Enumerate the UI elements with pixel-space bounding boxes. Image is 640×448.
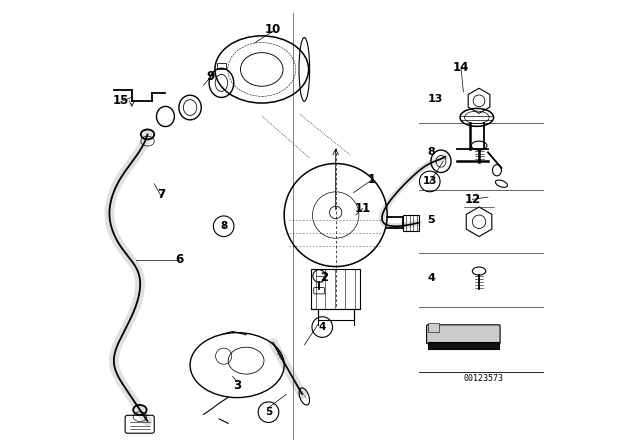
- FancyBboxPatch shape: [427, 325, 500, 344]
- Text: 00123573: 00123573: [463, 374, 504, 383]
- Text: 8: 8: [428, 147, 435, 157]
- FancyBboxPatch shape: [428, 323, 439, 332]
- Text: 2: 2: [321, 271, 328, 284]
- Text: 13: 13: [428, 94, 443, 103]
- Text: 11: 11: [355, 202, 371, 215]
- Text: 8: 8: [220, 221, 227, 231]
- Text: 6: 6: [175, 253, 183, 267]
- Text: 7: 7: [157, 188, 165, 202]
- Text: 4: 4: [319, 322, 326, 332]
- Text: 1: 1: [367, 172, 376, 186]
- FancyBboxPatch shape: [428, 342, 499, 349]
- Text: 15: 15: [113, 94, 129, 108]
- Text: 10: 10: [265, 22, 281, 36]
- Text: 9: 9: [206, 69, 214, 83]
- Text: 5: 5: [428, 215, 435, 224]
- Text: 14: 14: [453, 60, 469, 74]
- Text: 3: 3: [233, 379, 241, 392]
- Text: 5: 5: [265, 407, 272, 417]
- Text: 4: 4: [428, 273, 435, 283]
- Text: 13: 13: [422, 177, 437, 186]
- Text: 12: 12: [464, 193, 481, 206]
